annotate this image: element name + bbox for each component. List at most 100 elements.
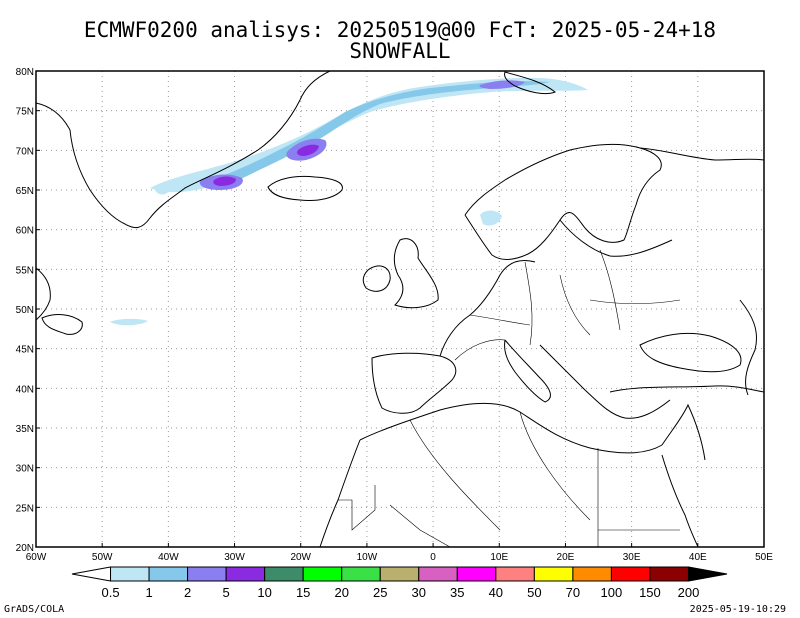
colorbar-label: 5: [223, 585, 230, 600]
western-europe-coast: [439, 260, 536, 357]
lat-tick-label: 35N: [16, 424, 34, 435]
levant-coast: [661, 403, 706, 461]
lon-tick-label: 50E: [755, 552, 773, 563]
morocco-atlantic-coast: [319, 439, 361, 547]
border-line: [469, 314, 531, 326]
snow-patch-atlantic: [110, 318, 148, 326]
baltic-coast: [559, 219, 673, 257]
colorbar-segment: [649, 566, 689, 582]
colorbar-segment: [148, 566, 189, 582]
svalbard-coast: [504, 71, 556, 95]
border-line: [589, 299, 681, 305]
colorbar-segment: [379, 566, 420, 582]
colorbar-label: 2: [184, 585, 191, 600]
lon-tick-label: 60W: [26, 552, 47, 563]
colorbar-segment: [572, 566, 612, 582]
lat-tick-label: 70N: [16, 146, 34, 157]
snow-core-3: [479, 80, 525, 89]
balkans-coast: [539, 344, 671, 419]
border-line: [409, 419, 501, 531]
turkey-coast: [609, 385, 764, 393]
snow-max-1: [213, 176, 236, 186]
ireland-coast: [362, 265, 391, 292]
coastlines: [36, 71, 764, 547]
italy-coast: [504, 339, 551, 403]
black-sea-coast: [639, 332, 742, 373]
colorbar-labels: 0.5 1 2 5 10 15 20 25 30 35 40 50 70 100 150 200: [101, 585, 699, 600]
red-sea-coast: [661, 454, 699, 547]
colorbar-segment: [110, 566, 150, 582]
newfoundland-coast: [41, 314, 83, 335]
lat-tick-label: 65N: [16, 186, 34, 197]
colorbar-segment: [71, 566, 112, 582]
iceland-coast: [267, 175, 343, 201]
title-line-2: SNOWFALL: [349, 39, 451, 63]
colorbar-label: 0.5: [101, 585, 119, 600]
lat-tick-label: 20N: [16, 543, 34, 554]
colorbar-label: 200: [678, 585, 700, 600]
colorbar-label: 10: [257, 585, 271, 600]
greenland-coast: [36, 71, 331, 229]
uk-coast: [393, 238, 439, 309]
finland-russia-coast: [639, 147, 764, 161]
iberia-coast: [371, 352, 457, 414]
colorbar-segment: [495, 566, 535, 582]
snow-patch-greenland: [155, 185, 170, 195]
latitude-labels: 80N 75N 70N 65N 60N 55N 50N 45N 40N 35N 30N 25N 20N: [16, 67, 40, 554]
snow-band-medium: [205, 81, 550, 187]
border-line: [454, 339, 506, 361]
colorbar-segment: [302, 566, 343, 582]
colorbar-label: 20: [334, 585, 348, 600]
colorbar-segment: [687, 566, 728, 582]
country-borders: [338, 249, 681, 547]
colorbar-label: 30: [412, 585, 426, 600]
labrador-coast: [36, 267, 51, 321]
colorbar-label: 100: [601, 585, 623, 600]
colorbar-label: 40: [489, 585, 503, 600]
colorbar-segment: [187, 566, 227, 582]
colorbar-segment: [533, 566, 574, 582]
lon-tick-label: 30E: [623, 552, 641, 563]
lon-tick-label: 10W: [357, 552, 378, 563]
colorbar-label: 150: [639, 585, 661, 600]
lat-tick-label: 60N: [16, 226, 34, 237]
snow-band-light: [150, 77, 588, 193]
lat-tick-label: 45N: [16, 345, 34, 356]
snowfall-shading: [110, 77, 588, 326]
border-line: [524, 261, 533, 346]
colorbar-segment: [264, 566, 304, 582]
colorbar-segment: [225, 566, 266, 582]
border-line: [338, 485, 376, 531]
scandinavia-coast: [464, 143, 662, 260]
colorbar-segment: [610, 566, 651, 582]
colorbar-segment: [456, 566, 497, 582]
graticule: [36, 71, 764, 547]
border-line: [559, 274, 591, 336]
lat-tick-label: 55N: [16, 265, 34, 276]
lon-tick-label: 0: [430, 552, 436, 563]
colorbar-segment: [341, 566, 381, 582]
lon-tick-label: 40W: [158, 552, 179, 563]
footer-right: 2025-05-19-10:29: [689, 604, 786, 615]
caspian-coast: [739, 299, 757, 396]
footer-left: GrADS/COLA: [4, 604, 65, 615]
lon-tick-label: 20E: [557, 552, 575, 563]
border-line: [519, 411, 591, 521]
lat-tick-label: 50N: [16, 305, 34, 316]
lon-tick-label: 10E: [490, 552, 508, 563]
north-africa-coast: [359, 403, 663, 454]
lon-tick-label: 50W: [92, 552, 113, 563]
colorbar-label: 50: [527, 585, 541, 600]
title-line-1: ECMWF0200 analisys: 20250519@00 FcT: 202…: [83, 18, 717, 42]
lat-tick-label: 80N: [16, 67, 34, 78]
snow-max-2: [297, 144, 319, 156]
lat-tick-label: 25N: [16, 503, 34, 514]
lon-tick-label: 20W: [290, 552, 311, 563]
colorbar-label: 1: [145, 585, 152, 600]
colorbar-label: 15: [296, 585, 310, 600]
lat-tick-label: 30N: [16, 464, 34, 475]
colorbar-label: 70: [566, 585, 580, 600]
lat-tick-label: 75N: [16, 107, 34, 118]
lon-tick-label: 40E: [689, 552, 707, 563]
